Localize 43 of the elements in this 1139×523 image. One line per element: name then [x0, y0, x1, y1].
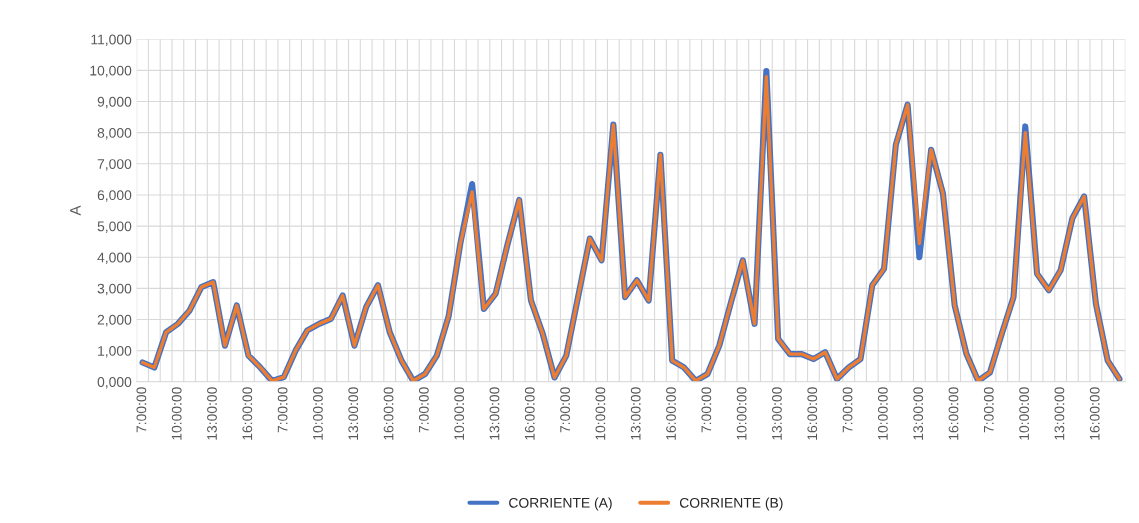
- x-tick-label: 16:00:00: [524, 387, 535, 440]
- x-tick-label: 7:00:00: [701, 387, 712, 433]
- x-tick-label: 13:00:00: [207, 387, 217, 440]
- x-tick-label: 13:00:00: [630, 387, 641, 440]
- x-tick-label: 13:00:00: [489, 387, 500, 440]
- y-tick-label: 2,000: [97, 314, 132, 327]
- x-tick-label: 10:00:00: [313, 387, 323, 440]
- x-tick-label: 13:00:00: [772, 387, 782, 440]
- y-tick-label: 10,000: [90, 65, 132, 78]
- y-axis-title: A: [70, 205, 81, 216]
- x-tick-label: 16:00:00: [948, 387, 959, 440]
- x-tick-label: 13:00:00: [913, 387, 924, 440]
- x-tick-label: 10:00:00: [877, 387, 888, 440]
- x-tick-label: 10:00:00: [595, 387, 606, 440]
- x-tick-label: 7:00:00: [136, 387, 147, 433]
- x-tick-label: 7:00:00: [560, 387, 570, 433]
- x-tick-label: 10:00:00: [171, 387, 182, 440]
- y-tick-label: 3,000: [97, 283, 132, 296]
- x-tick-label: 13:00:00: [348, 387, 359, 440]
- x-tick-label: 10:00:00: [454, 387, 465, 440]
- y-tick-label: 6,000: [97, 190, 132, 202]
- x-tick-label: 16:00:00: [242, 387, 253, 440]
- x-tick-label: 16:00:00: [383, 387, 394, 440]
- x-tick-label: 16:00:00: [1089, 387, 1100, 440]
- y-tick-label: 1,000: [98, 345, 132, 358]
- x-tick-label: 10:00:00: [736, 387, 747, 440]
- x-tick-label: 10:00:00: [1019, 387, 1030, 440]
- x-tick-label: 7:00:00: [277, 387, 288, 433]
- y-tick-label: 11,000: [91, 34, 132, 47]
- y-tick-label: 7,000: [97, 159, 132, 171]
- x-tick-label: 16:00:00: [666, 387, 676, 440]
- y-tick-label: 5,000: [97, 221, 132, 233]
- y-tick-label: 4,000: [97, 252, 132, 265]
- x-tick-label: 7:00:00: [842, 387, 853, 433]
- legend-label: CORRIENTE (A): [509, 497, 612, 511]
- x-tick-label: 7:00:00: [983, 387, 994, 433]
- y-tick-label: 0,000: [97, 377, 132, 389]
- x-tick-label: 16:00:00: [807, 387, 818, 440]
- legend-label: CORRIENTE (B): [679, 497, 783, 511]
- y-tick-label: 9,000: [97, 96, 132, 109]
- x-tick-label: 13:00:00: [1054, 387, 1065, 440]
- y-tick-label: 8,000: [97, 127, 132, 140]
- x-tick-label: 7:00:00: [418, 387, 429, 433]
